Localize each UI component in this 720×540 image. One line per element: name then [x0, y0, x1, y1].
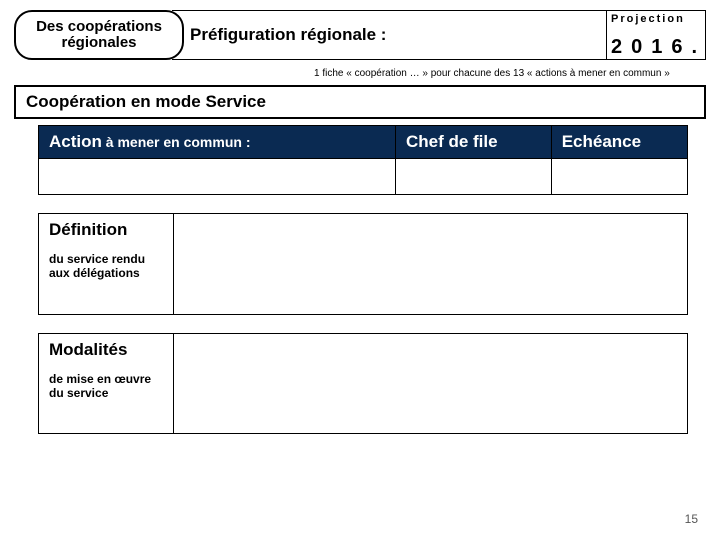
cell-echeance[interactable]: [551, 159, 687, 195]
header-row: Des coopérations régionales Préfiguratio…: [14, 10, 706, 60]
content-area: Action à mener en commun : Chef de file …: [14, 125, 706, 434]
title-bar: Préfiguration régionale :: [172, 10, 607, 60]
topic-pill: Des coopérations régionales: [14, 10, 184, 60]
col-chef: Chef de file: [395, 126, 551, 159]
col-action-sub: à mener en commun :: [102, 134, 251, 150]
page-number: 15: [685, 512, 698, 526]
col-action-label: Action: [49, 132, 102, 151]
action-table: Action à mener en commun : Chef de file …: [38, 125, 688, 195]
modalites-label: Modalités: [39, 333, 174, 366]
pill-line1: Des coopérations: [36, 19, 162, 36]
cell-chef[interactable]: [395, 159, 551, 195]
projection-box: Projection 2016.: [606, 10, 706, 60]
page-title: Préfiguration régionale :: [190, 25, 386, 45]
section-header: Coopération en mode Service: [14, 85, 706, 119]
note-line: 1 fiche « coopération … » pour chacune d…: [14, 60, 706, 85]
table-row: Modalités: [39, 333, 688, 366]
projection-label: Projection: [611, 13, 701, 37]
modalites-content[interactable]: [174, 333, 688, 434]
table-row: [39, 159, 688, 195]
definition-block: Définition du service rendu aux délégati…: [38, 213, 688, 315]
definition-content[interactable]: [174, 214, 688, 315]
col-action: Action à mener en commun :: [39, 126, 396, 159]
modalites-block: Modalités de mise en œuvre du service: [38, 333, 688, 435]
projection-year: 2016.: [611, 37, 701, 57]
pill-line2: régionales: [61, 35, 136, 52]
definition-sub: du service rendu aux délégations: [39, 246, 174, 314]
col-echeance: Echéance: [551, 126, 687, 159]
definition-label: Définition: [39, 214, 174, 247]
modalites-sub: de mise en œuvre du service: [39, 366, 174, 434]
table-header-row: Action à mener en commun : Chef de file …: [39, 126, 688, 159]
cell-action[interactable]: [39, 159, 396, 195]
table-row: Définition: [39, 214, 688, 247]
